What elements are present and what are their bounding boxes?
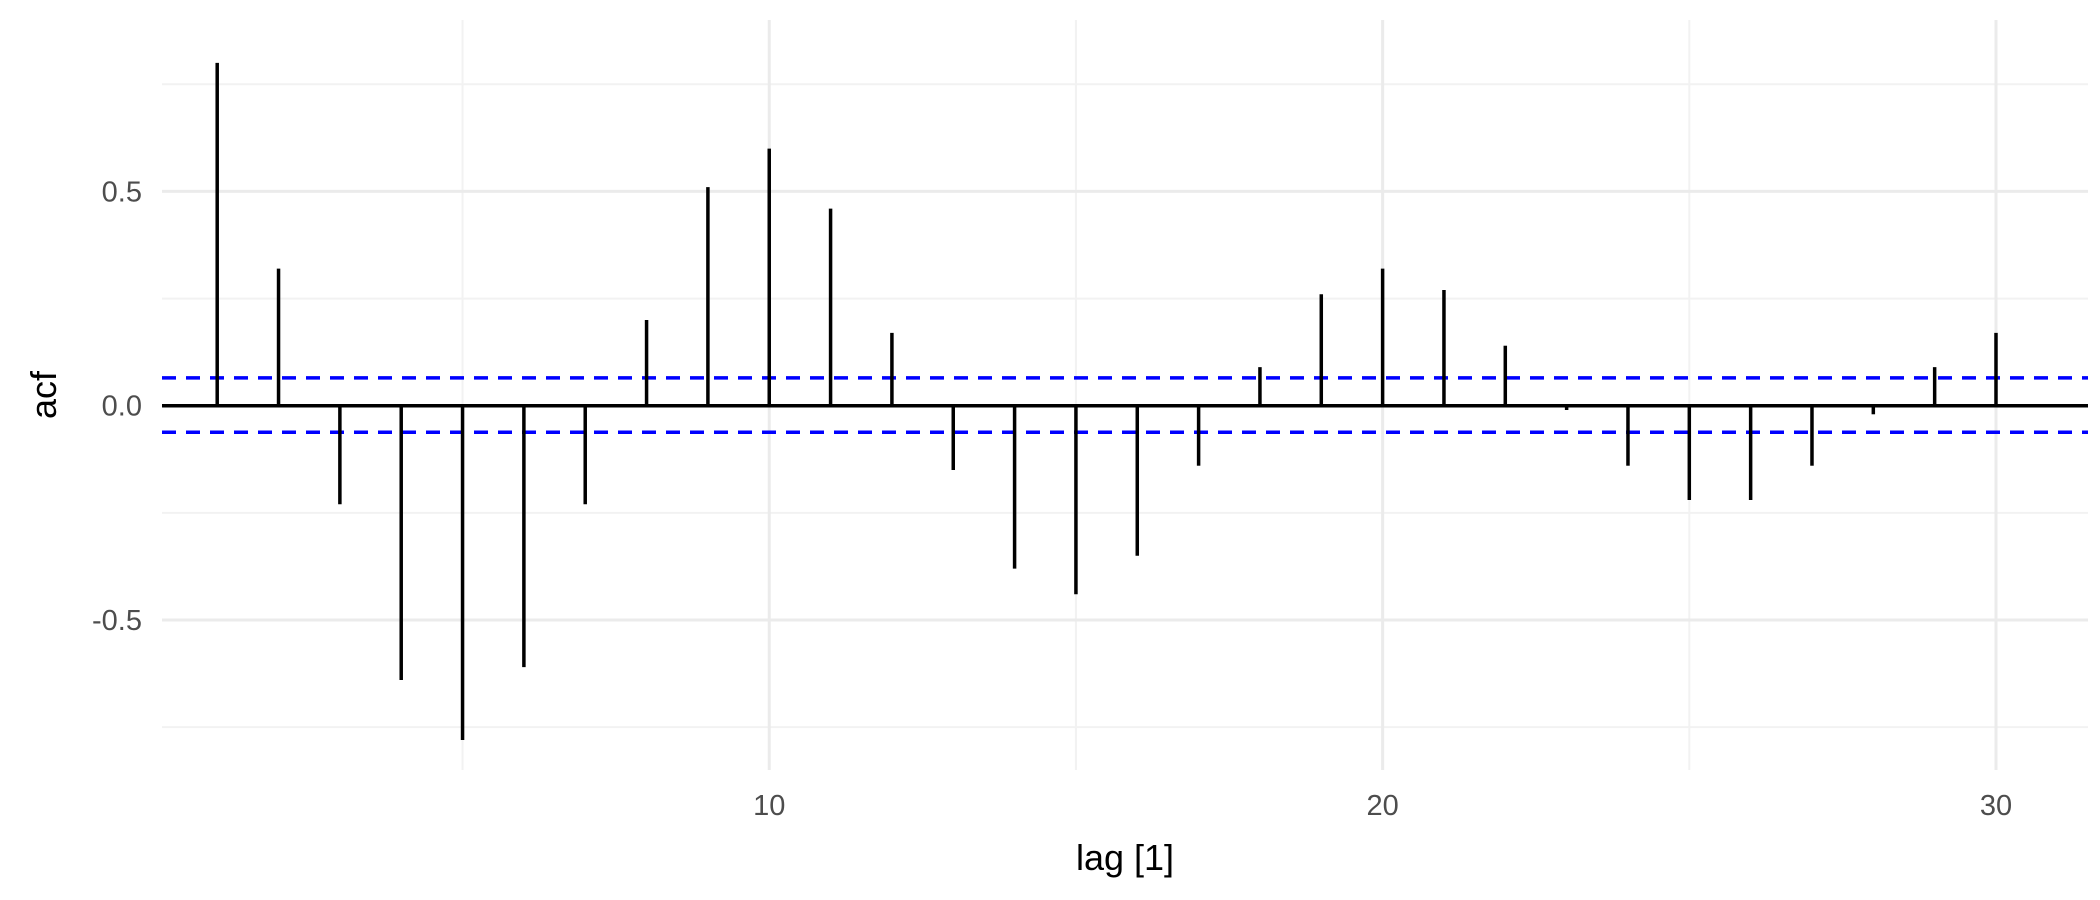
y-tick-label: 0.5 bbox=[102, 176, 142, 208]
acf-bars bbox=[215, 62, 1998, 740]
x-tick-label: 30 bbox=[1980, 790, 2012, 822]
gridlines bbox=[162, 20, 2088, 770]
x-tick-label: 10 bbox=[753, 790, 785, 822]
y-axis-title: acf bbox=[23, 370, 64, 419]
x-tick-label: 20 bbox=[1366, 790, 1398, 822]
x-axis-ticks: 10 20 30 bbox=[753, 790, 2012, 822]
y-axis-ticks: -0.5 0.0 0.5 bbox=[92, 176, 142, 637]
confidence-bounds bbox=[162, 376, 2088, 435]
y-tick-label: 0.0 bbox=[102, 391, 142, 423]
y-tick-label: -0.5 bbox=[92, 605, 142, 637]
x-axis-title: lag [1] bbox=[1076, 837, 1174, 878]
